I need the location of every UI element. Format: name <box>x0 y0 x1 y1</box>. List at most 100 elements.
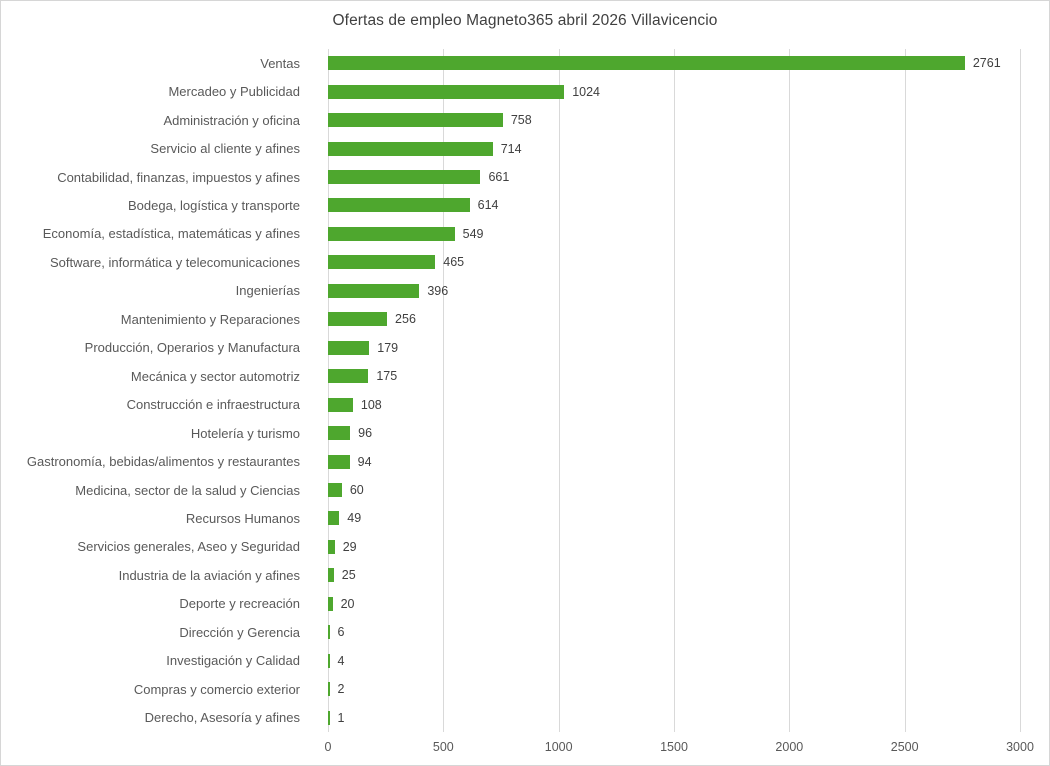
category-label: Administración y oficina <box>163 112 300 128</box>
bar <box>328 596 333 611</box>
value-label: 4 <box>337 653 345 668</box>
plot-area: 2761 1024 758 714 661 614 549 465 396 256 179 175 10… <box>328 49 1021 732</box>
x-tick-label: 1000 <box>544 740 573 754</box>
value-label: 758 <box>510 113 532 128</box>
value-label: 714 <box>500 141 522 156</box>
gridline <box>443 49 445 732</box>
value-label: 2 <box>337 682 345 697</box>
bar-row: 614 <box>328 191 1020 219</box>
bar <box>328 682 330 697</box>
value-label: 396 <box>427 283 449 298</box>
bar-row: 60 <box>328 476 1020 504</box>
bar-row: 96 <box>328 419 1020 447</box>
category-label: Ingenierías <box>235 283 300 299</box>
category-label: Compras y comercio exterior <box>133 681 300 697</box>
bar-row: 179 <box>328 334 1020 362</box>
bar-row: 661 <box>328 163 1020 191</box>
x-axis: 0 500 1000 1500 2000 2500 3000 <box>324 740 1034 758</box>
gridline <box>789 49 791 732</box>
category-label: Mercadeo y Publicidad <box>168 84 300 100</box>
category-label: Medicina, sector de la salud y Ciencias <box>75 482 300 498</box>
value-label: 94 <box>357 454 372 469</box>
category-label: Servicios generales, Aseo y Seguridad <box>77 539 300 555</box>
category-label: Dirección y Gerencia <box>179 624 300 640</box>
bar-row: 6 <box>328 618 1020 646</box>
x-tick-label: 500 <box>432 740 454 754</box>
bar-row: 49 <box>328 504 1020 532</box>
bar <box>328 255 436 270</box>
x-tick-label: 2500 <box>890 740 919 754</box>
bar-row: 1024 <box>328 77 1020 105</box>
bar <box>328 653 330 668</box>
bar <box>328 283 420 298</box>
bar <box>328 84 565 99</box>
bar-row: 758 <box>328 106 1020 134</box>
category-label: Producción, Operarios y Manufactura <box>84 340 300 356</box>
value-label: 549 <box>462 226 484 241</box>
bar-row: 25 <box>328 561 1020 589</box>
category-label: Deporte y recreación <box>179 596 300 612</box>
bar <box>328 170 481 184</box>
bar-row: 20 <box>328 590 1020 618</box>
gridline <box>558 49 560 732</box>
value-label: 2761 <box>972 56 1001 71</box>
value-label: 256 <box>395 312 416 327</box>
bar-row: 549 <box>328 220 1020 248</box>
bar-row: 29 <box>328 533 1020 561</box>
value-label: 6 <box>337 625 345 640</box>
category-label: Derecho, Asesoría y afines <box>144 710 300 726</box>
category-label: Industria de la aviación y afines <box>118 567 300 583</box>
value-label: 49 <box>347 511 362 526</box>
category-label: Servicio al cliente y afines <box>150 141 300 157</box>
x-tick-label: 2000 <box>775 740 804 754</box>
gridline <box>674 49 675 732</box>
category-label: Mantenimiento y Reparaciones <box>120 311 300 327</box>
bar-row: 94 <box>328 447 1020 475</box>
gridline <box>904 49 906 732</box>
bar <box>328 568 334 583</box>
bar-row: 396 <box>328 277 1020 305</box>
bar <box>328 397 353 412</box>
bar-row: 714 <box>328 134 1020 162</box>
x-tick-label: 0 <box>324 740 332 754</box>
bar-row: 4 <box>328 647 1020 675</box>
bar-row: 1 <box>328 703 1020 731</box>
bar <box>328 539 335 554</box>
category-label: Hotelería y turismo <box>190 425 300 441</box>
bar <box>328 56 965 71</box>
bar <box>328 340 370 355</box>
bar <box>328 312 388 327</box>
category-label: Investigación y Calidad <box>166 653 300 669</box>
bar <box>328 198 470 213</box>
bar <box>328 710 330 725</box>
value-label: 29 <box>342 539 357 554</box>
bar <box>328 141 493 156</box>
category-label: Contabilidad, finanzas, impuestos y afin… <box>57 169 300 185</box>
value-label: 1 <box>337 710 345 725</box>
bar-row: 175 <box>328 362 1020 390</box>
category-label: Recursos Humanos <box>185 510 300 526</box>
category-label: Mecánica y sector automotriz <box>130 368 300 384</box>
chart-title: Ofertas de empleo Magneto365 abril 2026 … <box>332 12 718 29</box>
bar-row: 2 <box>328 675 1020 703</box>
value-label: 614 <box>477 198 499 213</box>
bar <box>328 426 351 441</box>
bar-row: 256 <box>328 305 1020 333</box>
bar <box>328 625 330 640</box>
bar <box>328 454 350 469</box>
category-label: Construcción e infraestructura <box>126 397 300 413</box>
bar <box>328 226 455 241</box>
bar <box>328 511 340 526</box>
gridline <box>1020 49 1021 732</box>
value-label: 60 <box>349 483 364 498</box>
category-label: Ventas <box>260 55 300 71</box>
category-label: Bodega, logística y transporte <box>128 197 300 213</box>
value-label: 108 <box>360 397 382 412</box>
x-tick-label: 3000 <box>1006 740 1034 754</box>
bar <box>328 113 503 128</box>
category-label: Software, informática y telecomunicacion… <box>49 254 300 270</box>
value-label: 661 <box>488 170 510 185</box>
x-tick-label: 1500 <box>660 740 688 754</box>
value-label: 25 <box>341 568 356 583</box>
